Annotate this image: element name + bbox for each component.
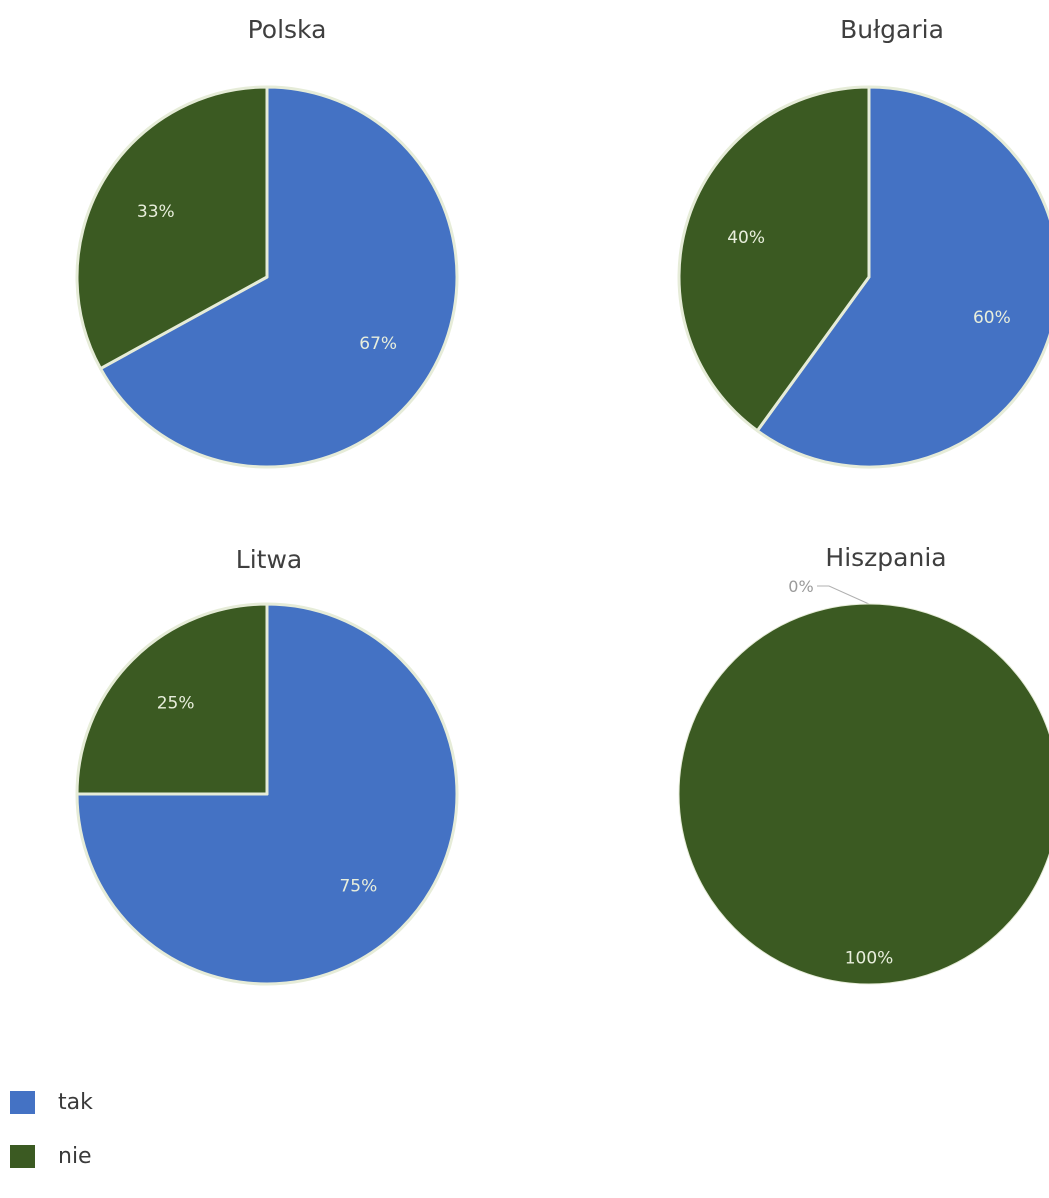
slice-label-tak: 0% bbox=[788, 577, 813, 596]
pie-chart-bulgaria: Bułgaria 60% 40% bbox=[677, 15, 1049, 469]
legend-swatch-tak bbox=[10, 1090, 35, 1114]
chart-title: Bułgaria bbox=[840, 15, 944, 44]
pie-chart-hiszpania: Hiszpania 0% 100% bbox=[678, 543, 1049, 985]
slice-label-nie: 33% bbox=[137, 202, 175, 222]
pie-slice-tak[interactable] bbox=[99, 85, 459, 469]
legend-item-tak[interactable]: tak bbox=[10, 1089, 93, 1115]
legend-label-tak: tak bbox=[58, 1089, 93, 1115]
legend-item-nie[interactable]: nie bbox=[10, 1143, 93, 1169]
pie-charts-grid: Polska 67% 33% Bułgaria 60% 40% Litwa 75% 25% His… bbox=[75, 15, 1049, 986]
legend-label-nie: nie bbox=[58, 1143, 92, 1169]
chart-title: Polska bbox=[248, 15, 327, 44]
pie-slice-nie[interactable] bbox=[678, 603, 1049, 985]
slice-label-nie: 25% bbox=[157, 694, 195, 714]
pie-chart-litwa: Litwa 75% 25% bbox=[75, 545, 459, 986]
slice-label-nie: 40% bbox=[727, 228, 765, 248]
slice-leader-line-tak bbox=[817, 585, 870, 605]
legend-swatch-nie bbox=[10, 1144, 35, 1168]
chart-title: Hiszpania bbox=[825, 543, 946, 572]
chart-title: Litwa bbox=[236, 545, 302, 574]
slice-label-tak: 67% bbox=[359, 334, 397, 354]
pie-slice-tak[interactable] bbox=[755, 85, 1049, 469]
slice-label-tak: 75% bbox=[339, 876, 377, 896]
slice-label-nie: 100% bbox=[845, 948, 894, 968]
pie-slice-nie[interactable] bbox=[75, 85, 269, 371]
pie-chart-polska: Polska 67% 33% bbox=[75, 15, 459, 469]
pie-slice-nie[interactable] bbox=[677, 85, 871, 433]
legend: tak nie bbox=[10, 1090, 93, 1198]
pie-slice-nie[interactable] bbox=[75, 602, 269, 796]
slice-label-tak: 60% bbox=[973, 308, 1011, 328]
